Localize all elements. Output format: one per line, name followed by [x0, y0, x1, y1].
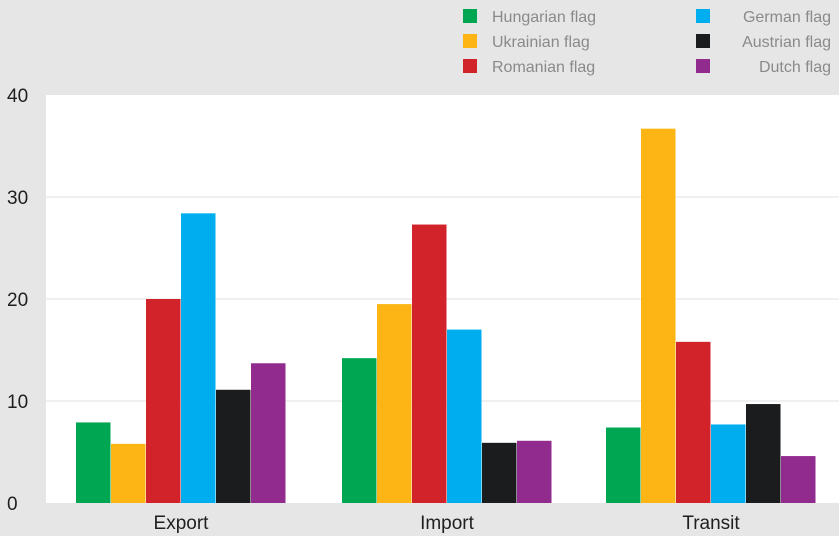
y-tick-label: 0 [7, 494, 18, 515]
legend-label: Austrian flag [742, 34, 831, 51]
legend-label: Hungarian flag [492, 9, 596, 26]
bar-transit-austrian-flag [746, 404, 781, 503]
bar-export-austrian-flag [216, 389, 251, 503]
y-tick-label: 30 [7, 188, 28, 209]
legend-label: Ukrainian flag [492, 34, 590, 51]
legend-label: Dutch flag [759, 59, 831, 76]
bar-import-dutch-flag [517, 440, 552, 503]
bar-transit-romanian-flag [676, 341, 711, 503]
legend-label: Romanian flag [492, 59, 595, 76]
bar-export-dutch-flag [251, 363, 286, 503]
x-category-label: Transit [682, 513, 740, 534]
y-tick-label: 10 [7, 392, 28, 413]
legend-swatch [463, 59, 477, 73]
bar-transit-german-flag [711, 424, 746, 503]
legend-swatch [696, 34, 710, 48]
bar-import-romanian-flag [412, 224, 447, 504]
bar-transit-hungarian-flag [606, 427, 641, 503]
bar-transit-dutch-flag [781, 456, 816, 503]
bar-export-hungarian-flag [76, 422, 111, 503]
y-tick-label: 40 [7, 86, 28, 107]
x-category-label: Import [420, 513, 475, 534]
x-category-label: Export [154, 513, 210, 534]
bars [76, 128, 816, 504]
bar-export-ukrainian-flag [111, 443, 146, 503]
bar-transit-ukrainian-flag [641, 128, 676, 503]
legend-swatch [463, 34, 477, 48]
legend-swatch [696, 59, 710, 73]
y-axis: 0 10 20 30 40 [7, 86, 28, 515]
bar-import-austrian-flag [482, 442, 517, 503]
bar-export-german-flag [181, 213, 216, 503]
bar-export-romanian-flag [146, 299, 181, 503]
bar-import-german-flag [447, 329, 482, 503]
legend: Hungarian flag Ukrainian flag Romanian fla… [463, 9, 831, 76]
bar-import-hungarian-flag [342, 358, 377, 503]
bar-import-ukrainian-flag [377, 304, 412, 503]
legend-swatch [696, 9, 710, 23]
x-axis: Export Import Transit [154, 513, 741, 534]
legend-swatch [463, 9, 477, 23]
legend-label: German flag [743, 9, 831, 26]
y-tick-label: 20 [7, 290, 28, 311]
